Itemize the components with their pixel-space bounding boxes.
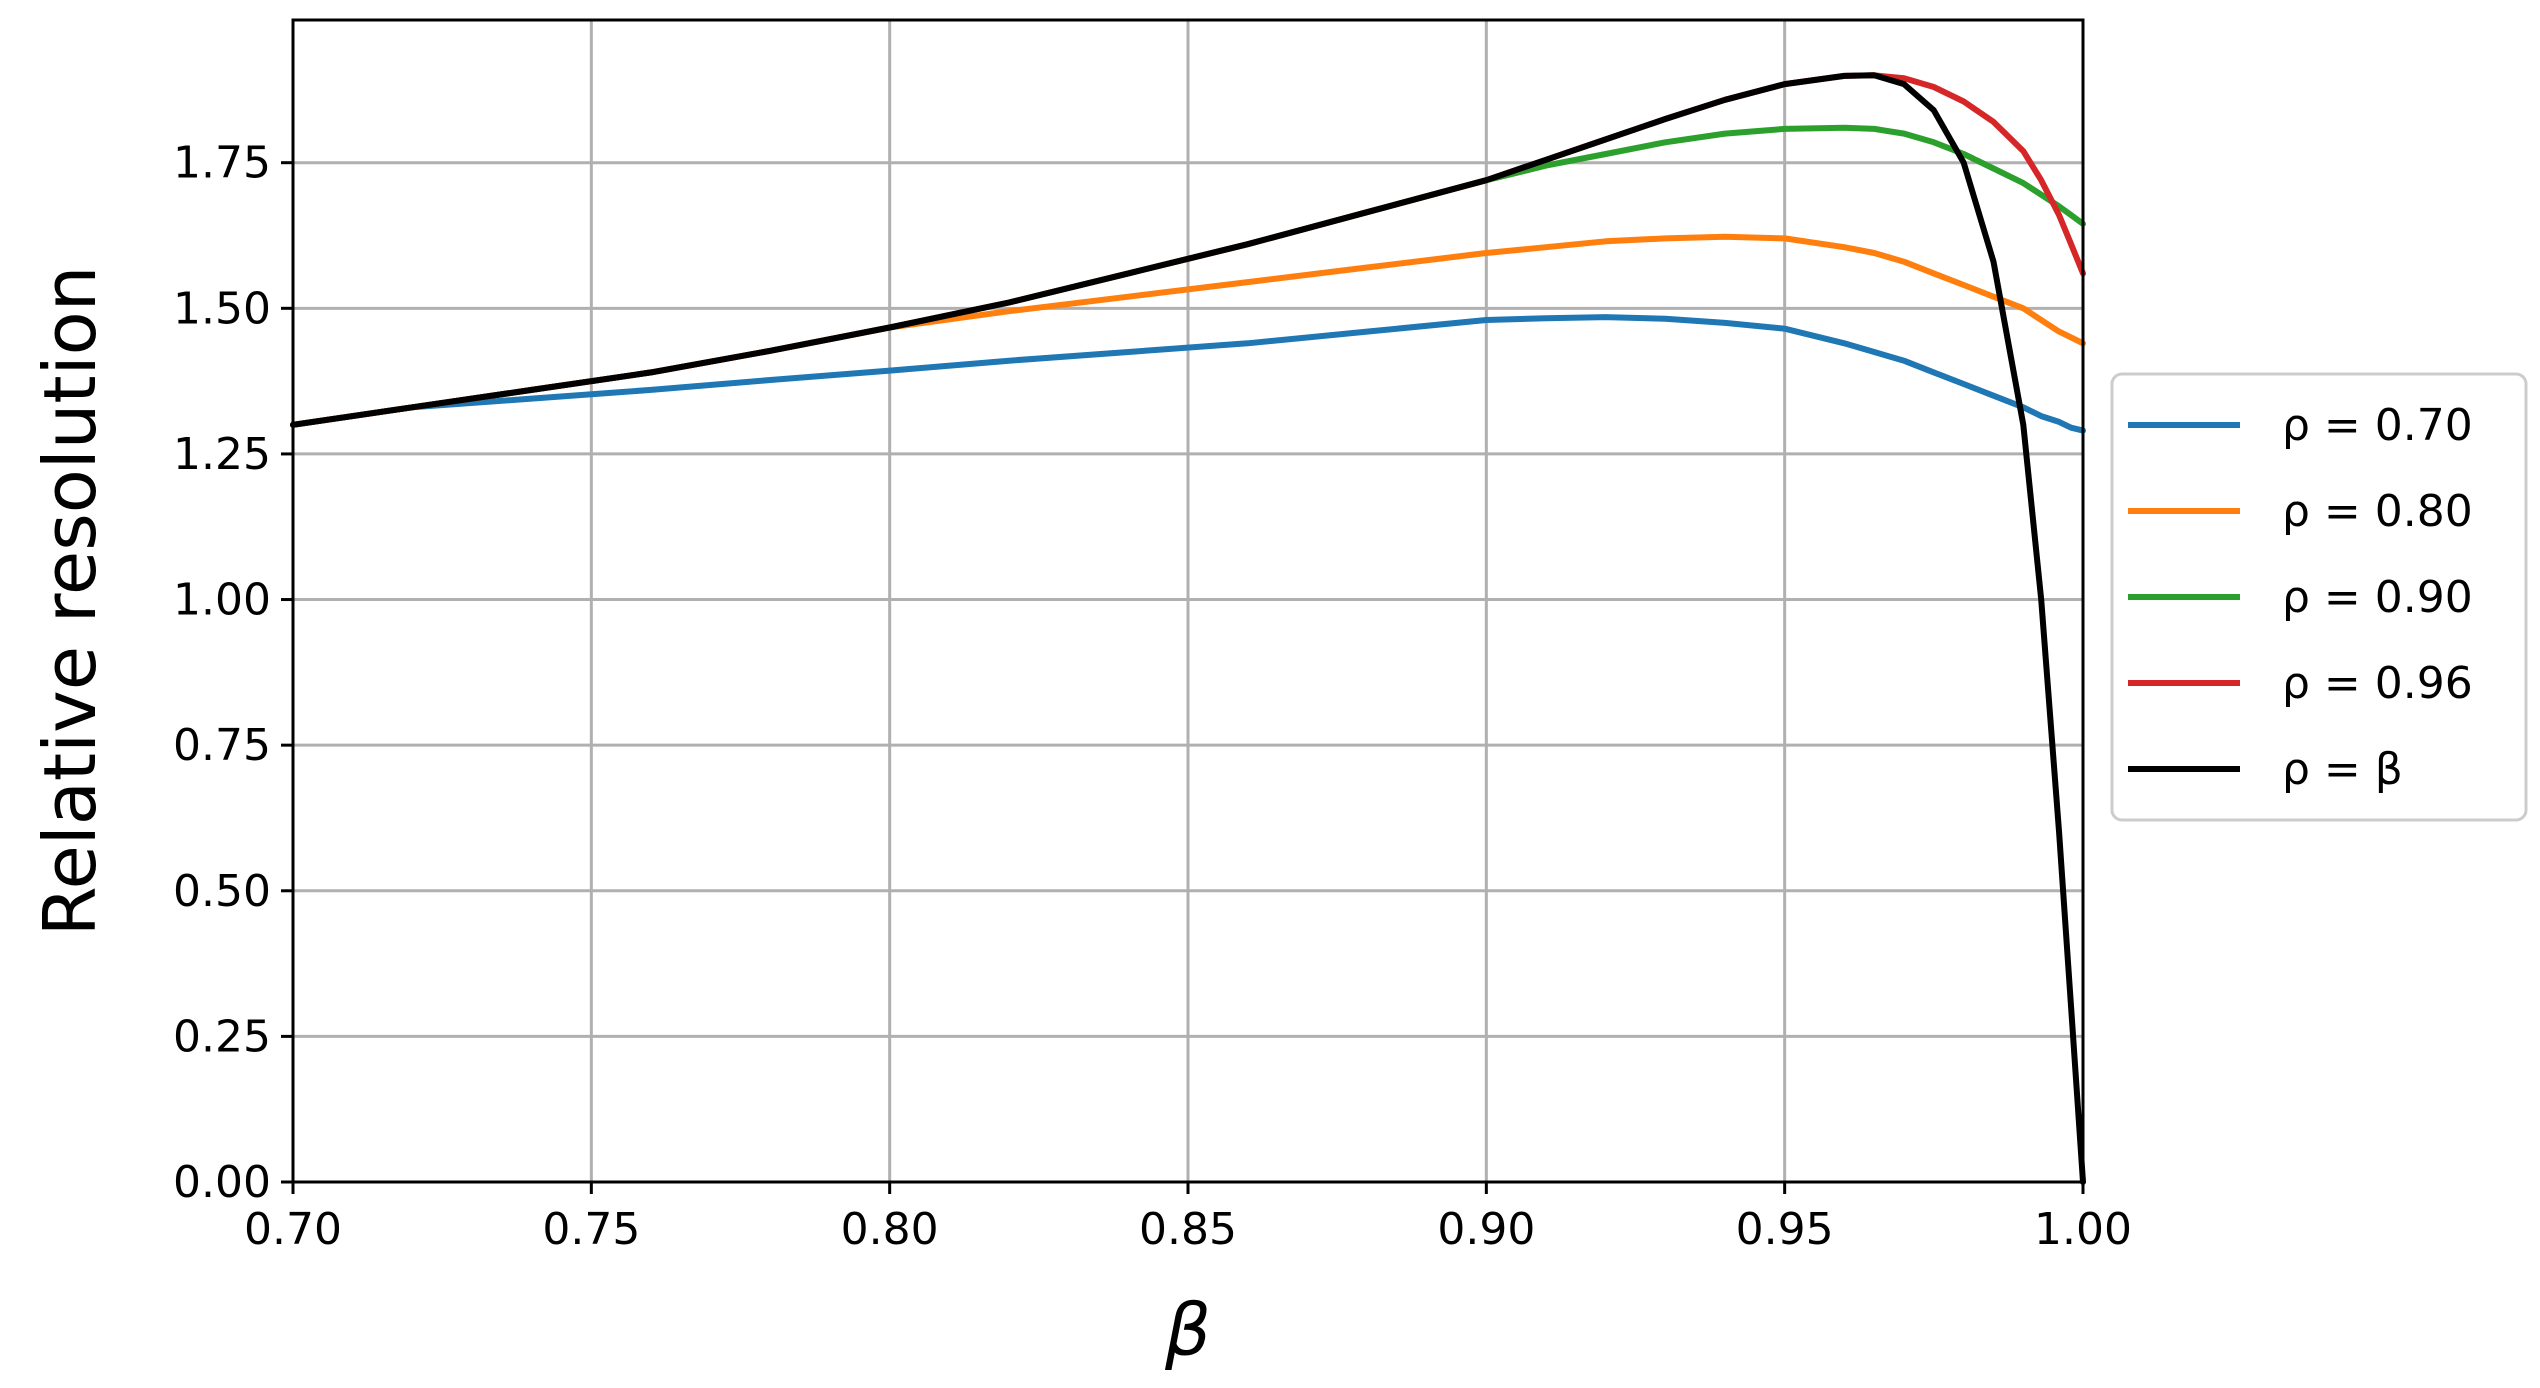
series-lines <box>290 72 2086 1185</box>
x-tick-label: 0.90 <box>1437 1204 1535 1255</box>
legend-label: ρ = 0.80 <box>2282 486 2473 537</box>
y-tick-label: 0.75 <box>173 720 271 771</box>
y-axis-label: Relative resolution <box>28 266 112 937</box>
legend-label: ρ = 0.70 <box>2282 400 2473 451</box>
ticks: 0.70 0.75 0.80 0.85 0.90 0.95 1.00 0.00 0.25 0.50… <box>173 138 2132 1255</box>
y-tick-label: 0.00 <box>173 1157 271 1208</box>
x-tick-label: 1.00 <box>2034 1204 2132 1255</box>
x-tick-label: 0.80 <box>841 1204 939 1255</box>
x-axis-label: β <box>1164 1288 1211 1372</box>
legend-box <box>2110 372 2528 822</box>
y-tick-label: 1.25 <box>173 429 271 480</box>
x-tick-label: 0.85 <box>1139 1204 1237 1255</box>
series-line <box>290 314 2086 434</box>
legend-label: ρ = 0.96 <box>2282 658 2473 709</box>
series-line <box>290 72 2086 1185</box>
legend-label: ρ = β <box>2282 744 2403 795</box>
x-tick-label: 0.75 <box>542 1204 640 1255</box>
x-tick-label: 0.70 <box>244 1204 342 1255</box>
x-tick-label: 0.95 <box>1736 1204 1834 1255</box>
y-tick-label: 0.50 <box>173 866 271 917</box>
y-tick-label: 1.75 <box>173 138 271 189</box>
y-tick-label: 0.25 <box>173 1011 271 1062</box>
y-tick-label: 1.50 <box>173 283 271 334</box>
grid <box>291 20 2085 1184</box>
legend-label: ρ = 0.90 <box>2282 572 2473 623</box>
y-tick-label: 1.00 <box>173 575 271 626</box>
legend: ρ = 0.70 ρ = 0.80 ρ = 0.90 ρ = 0.96 ρ = β <box>2110 372 2528 822</box>
